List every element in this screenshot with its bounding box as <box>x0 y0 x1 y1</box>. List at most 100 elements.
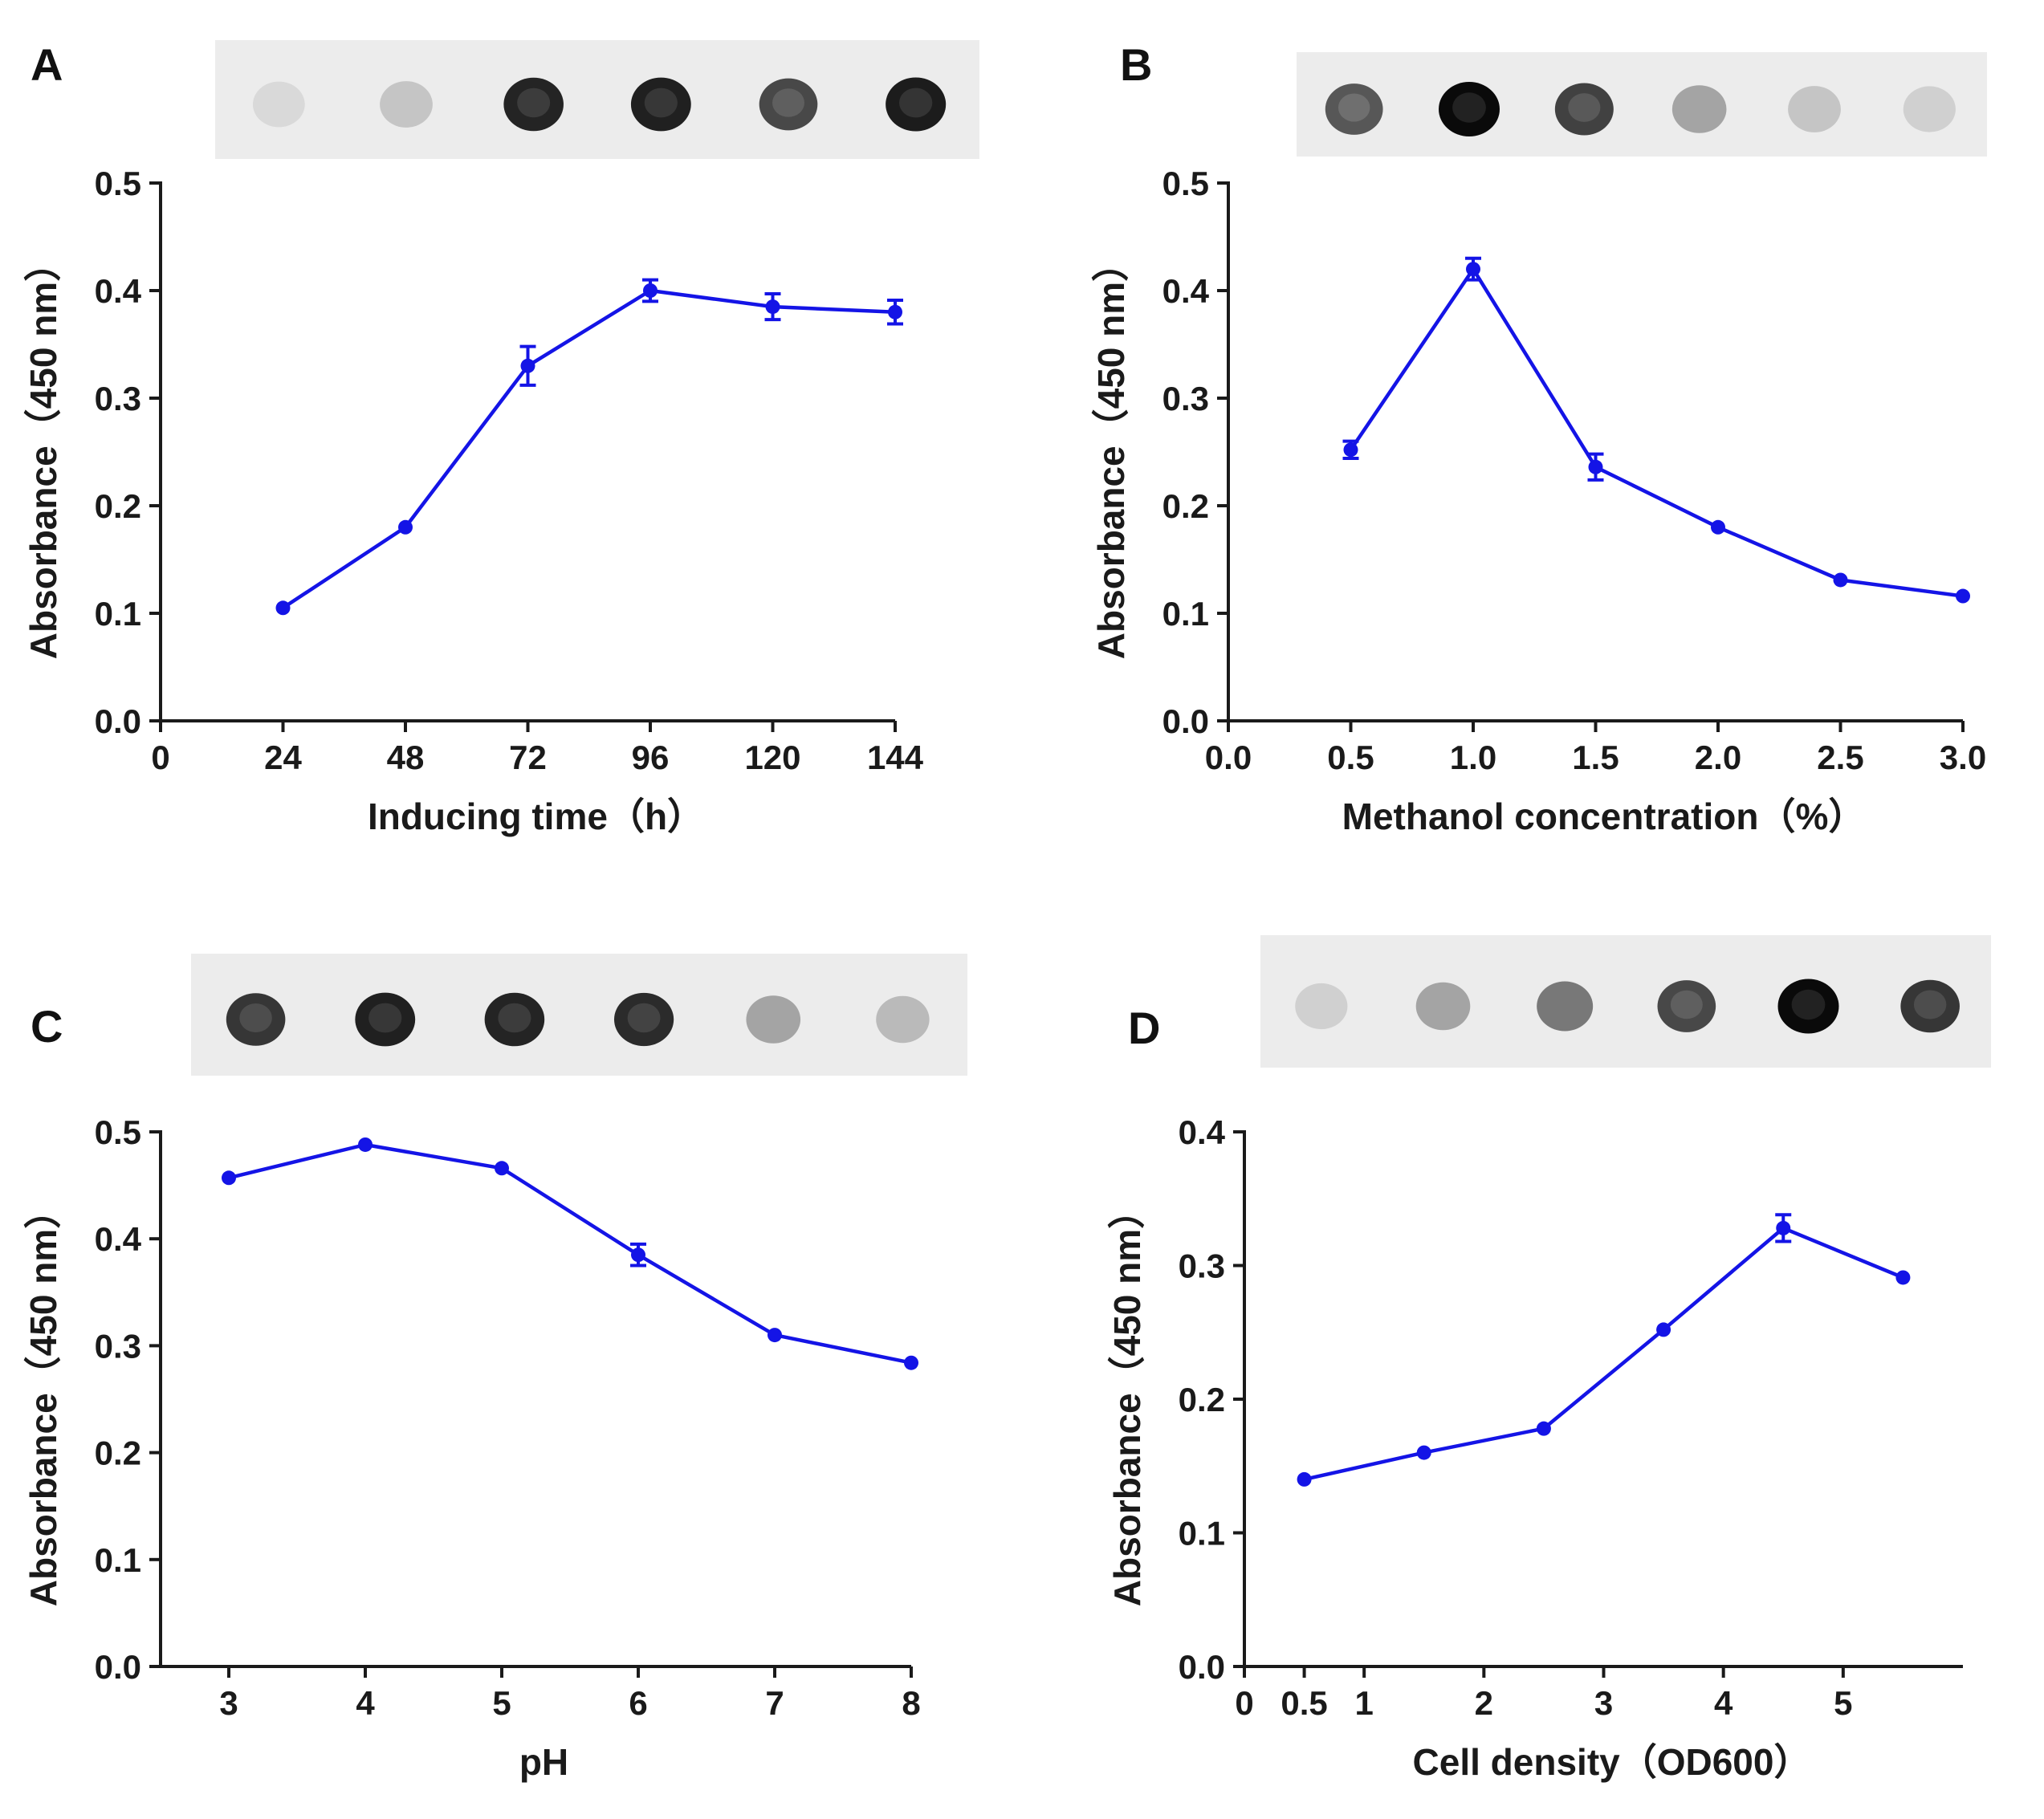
x-tick-label: 1 <box>1354 1684 1373 1722</box>
y-axis-title: Absorbance（450 nm） <box>22 245 64 659</box>
x-axis-title: Inducing time（h） <box>368 796 704 837</box>
data-point <box>222 1170 236 1186</box>
x-tick-label: 3 <box>219 1684 238 1722</box>
x-tick-label: 8 <box>902 1684 920 1722</box>
blot-spot <box>1671 85 1727 133</box>
data-point <box>398 519 413 535</box>
x-tick-label: 3.0 <box>1940 739 1986 776</box>
data-point <box>1895 1270 1911 1285</box>
x-tick-label: 5 <box>1834 1684 1852 1722</box>
y-tick-label: 0.3 <box>1162 380 1209 417</box>
blot-spot <box>380 81 433 128</box>
blot-spot-core <box>644 87 678 118</box>
x-tick-label: 0.5 <box>1327 739 1374 776</box>
data-point <box>768 1328 782 1343</box>
y-tick-label: 0.0 <box>1162 702 1209 740</box>
blot-spot-core <box>1568 93 1601 122</box>
data-point <box>495 1161 509 1176</box>
data-point <box>1343 442 1358 458</box>
data-point <box>888 304 902 319</box>
x-tick-label: 2.0 <box>1695 739 1741 776</box>
blot-spot <box>746 995 801 1044</box>
blot-spot-core <box>1670 990 1703 1019</box>
blot-spot-core <box>1338 93 1370 122</box>
blot-spot-core <box>899 87 933 118</box>
blot-strip <box>1297 52 1987 157</box>
x-tick-label: 24 <box>264 739 302 776</box>
y-tick-label: 0.2 <box>1179 1381 1225 1418</box>
data-point <box>1416 1445 1431 1460</box>
y-tick-label: 0.5 <box>95 165 141 202</box>
x-tick-label: 5 <box>492 1684 511 1722</box>
x-tick-label: 72 <box>509 739 547 776</box>
x-tick-label: 2 <box>1475 1684 1493 1722</box>
x-tick-label: 120 <box>744 739 800 776</box>
x-tick-label: 3 <box>1594 1684 1613 1722</box>
blot-spot <box>1903 86 1956 132</box>
x-axis-title: Cell density（OD600） <box>1413 1741 1811 1783</box>
x-tick-label: 48 <box>387 739 425 776</box>
y-tick-label: 0.1 <box>1179 1515 1225 1552</box>
blot-spot-core <box>772 88 804 117</box>
x-tick-label: 1.0 <box>1450 739 1496 776</box>
data-point <box>1956 588 1970 604</box>
blot-spot-core <box>627 1003 661 1033</box>
blot-spot <box>1295 983 1348 1030</box>
y-tick-label: 0.5 <box>95 1113 141 1151</box>
blot-spot-core <box>498 1003 531 1033</box>
series-line <box>282 288 896 610</box>
x-tick-label: 7 <box>765 1684 784 1722</box>
y-tick-label: 0.5 <box>1162 165 1209 202</box>
x-tick-label: 0.0 <box>1205 739 1252 776</box>
y-tick-label: 0.1 <box>95 1541 141 1579</box>
data-point <box>631 1247 645 1263</box>
panel-letter: C <box>31 1001 63 1052</box>
x-tick-label: 144 <box>867 739 924 776</box>
data-point <box>643 283 658 298</box>
blot-spot-core <box>1452 92 1486 123</box>
y-tick-label: 0.2 <box>1162 487 1209 525</box>
blot-spot-core <box>239 1003 272 1033</box>
data-point <box>1297 1471 1312 1487</box>
blot-strip <box>1260 935 1991 1068</box>
data-point <box>1833 572 1848 588</box>
data-point <box>358 1137 373 1152</box>
panel-d: D 0 0.5 1 2 3 4 5 0.0 0.1 0.2 0.3 0.4 Cell density（OD… <box>1106 935 1991 1783</box>
blot-spot <box>1788 86 1841 132</box>
series-line <box>1349 267 1964 598</box>
x-axis-title: Methanol concentration（%） <box>1342 796 1866 837</box>
blot-spot <box>252 81 305 128</box>
data-point <box>1466 262 1480 277</box>
y-tick-label: 0.2 <box>95 1434 141 1472</box>
blot-spot-core <box>517 87 551 118</box>
blot-spot-core <box>1913 990 1947 1019</box>
x-tick-label: 96 <box>632 739 670 776</box>
x-tick-label: 4 <box>1714 1684 1733 1722</box>
blot-spot <box>1415 982 1471 1031</box>
x-tick-label: 4 <box>356 1684 375 1722</box>
y-axis-title: Absorbance（450 nm） <box>1106 1192 1148 1606</box>
y-tick-label: 0.1 <box>1162 595 1209 633</box>
y-tick-label: 0.1 <box>95 595 141 633</box>
blot-strip <box>215 40 979 159</box>
blot-spot-core <box>368 1003 402 1033</box>
blot-spot <box>1537 981 1594 1032</box>
y-tick-label: 0.4 <box>95 1220 142 1258</box>
data-point <box>1588 459 1603 474</box>
panel-c: C 3 4 5 6 7 8 0.0 0.1 0.2 0.3 0.4 0.5 pH Absorbance（45… <box>22 954 967 1783</box>
y-tick-label: 0.3 <box>95 1327 141 1365</box>
data-point <box>1656 1322 1671 1337</box>
x-tick-label: 1.5 <box>1572 739 1619 776</box>
data-point <box>1711 519 1725 535</box>
x-axis-title: pH <box>519 1741 568 1783</box>
blot-spot <box>876 995 930 1044</box>
y-tick-label: 0.3 <box>95 380 141 417</box>
y-axis-title: Absorbance（450 nm） <box>1090 245 1132 659</box>
panel-a: A 0 24 48 72 96 120 144 0.0 0.1 0.2 0.3 0.4 0.5 Induci… <box>22 39 979 837</box>
series-line <box>1304 1226 1904 1482</box>
data-point <box>904 1355 918 1370</box>
y-tick-label: 0.0 <box>95 1648 141 1686</box>
y-tick-label: 0.3 <box>1179 1247 1225 1285</box>
y-tick-label: 0.0 <box>95 702 141 740</box>
data-point <box>275 600 291 616</box>
